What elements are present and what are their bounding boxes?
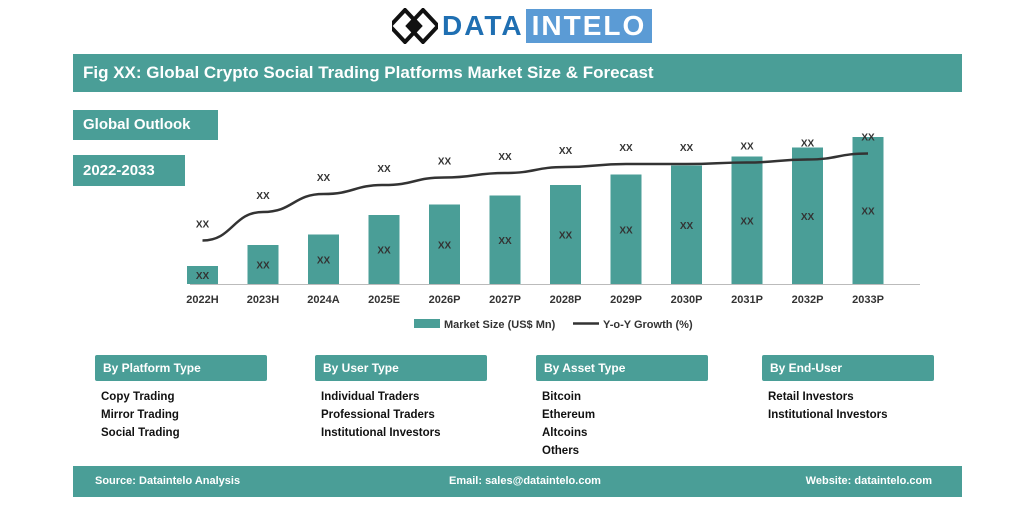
growth-value-label-2031P: XX xyxy=(740,142,754,153)
segment-title-asset-type: By Asset Type xyxy=(536,355,708,381)
market-size-chart: XX 2022H XX XX 2023H XX XX 2024A XX XX 2025E XX XX 20… xyxy=(186,133,920,331)
bar-2028P xyxy=(550,185,581,284)
list-item: Altcoins xyxy=(542,427,588,439)
bar-value-label-2032P: XX xyxy=(801,212,815,223)
bar-value-label-2028P: XX xyxy=(559,231,573,242)
list-item: Ethereum xyxy=(542,409,596,421)
segment-title-user-type: By User Type xyxy=(315,355,487,381)
footer-email: Email: sales@dataintelo.com xyxy=(449,475,601,487)
x-tick-label-2031P: 2031P xyxy=(731,294,763,306)
footer-bar: Source: Dataintelo Analysis Email: sales… xyxy=(73,466,962,497)
growth-value-label-2030P: XX xyxy=(680,143,694,154)
growth-value-label-2033P: XX xyxy=(861,133,875,144)
x-tick-label-2022H: 2022H xyxy=(186,294,218,306)
bar-2024A xyxy=(308,234,339,284)
growth-value-label-2032P: XX xyxy=(801,139,815,150)
brand-logo: DATA INTELO xyxy=(392,8,653,44)
logo-text-data: DATA xyxy=(442,10,524,41)
bar-value-label-2024A: XX xyxy=(317,255,331,266)
legend-swatch-market-size xyxy=(414,319,440,328)
bar-2029P xyxy=(610,174,642,284)
bar-value-label-2029P: XX xyxy=(619,225,633,236)
list-item: Others xyxy=(542,445,580,457)
x-tick-label-2024A: 2024A xyxy=(307,294,339,306)
logo-text-intelo: INTELO xyxy=(525,9,653,43)
figure-title: Fig XX: Global Crypto Social Trading Pla… xyxy=(73,54,962,92)
year-range-tag: 2022-2033 xyxy=(73,155,185,186)
bar-2033P xyxy=(852,137,884,284)
x-tick-label-2026P: 2026P xyxy=(429,294,461,306)
bar-value-label-2023H: XX xyxy=(256,261,270,272)
bar-2031P xyxy=(731,156,763,284)
segment-title-end-user: By End-User xyxy=(762,355,934,381)
list-item: Social Trading xyxy=(101,427,180,439)
list-item: Copy Trading xyxy=(101,391,175,403)
bar-value-label-2031P: XX xyxy=(740,216,754,227)
footer-source: Source: Dataintelo Analysis xyxy=(95,475,241,487)
segment-list-user-type: Individual Traders Professional Traders … xyxy=(321,388,441,442)
x-tick-label-2030P: 2030P xyxy=(671,294,703,306)
bar-2030P xyxy=(671,165,702,284)
legend-label-market-size: Market Size (US$ Mn) xyxy=(444,319,556,331)
bar-2023H xyxy=(247,245,279,284)
bar-value-label-2033P: XX xyxy=(861,207,875,218)
logo-diamond-icon xyxy=(392,8,438,44)
bar-2022H xyxy=(187,266,218,284)
list-item: Mirror Trading xyxy=(101,409,179,421)
list-item: Institutional Investors xyxy=(768,409,888,421)
growth-value-label-2022H: XX xyxy=(196,220,210,231)
global-outlook-tag: Global Outlook xyxy=(73,110,218,140)
list-item: Retail Investors xyxy=(768,391,854,403)
x-tick-label-2029P: 2029P xyxy=(610,294,642,306)
x-tick-label-2033P: 2033P xyxy=(852,294,884,306)
bar-value-label-2027P: XX xyxy=(498,236,512,247)
bar-2025E xyxy=(368,215,400,284)
growth-value-label-2028P: XX xyxy=(559,146,573,157)
bar-value-label-2030P: XX xyxy=(680,221,694,232)
legend-label-growth: Y-o-Y Growth (%) xyxy=(603,319,693,331)
bar-2027P xyxy=(489,195,521,284)
growth-value-label-2027P: XX xyxy=(498,152,512,163)
x-tick-label-2025E: 2025E xyxy=(368,294,400,306)
segment-list-end-user: Retail Investors Institutional Investors xyxy=(768,388,888,424)
x-tick-label-2028P: 2028P xyxy=(550,294,582,306)
bar-value-label-2022H: XX xyxy=(196,271,210,282)
footer-website[interactable]: Website: dataintelo.com xyxy=(805,475,932,487)
x-tick-label-2032P: 2032P xyxy=(792,294,824,306)
x-tick-label-2023H: 2023H xyxy=(247,294,279,306)
bar-2032P xyxy=(792,147,823,284)
segment-list-platform-type: Copy Trading Mirror Trading Social Tradi… xyxy=(101,388,180,442)
bar-2026P xyxy=(429,204,460,284)
bar-value-label-2026P: XX xyxy=(438,240,452,251)
segment-title-platform-type: By Platform Type xyxy=(95,355,267,381)
list-item: Individual Traders xyxy=(321,391,420,403)
segment-list-asset-type: Bitcoin Ethereum Altcoins Others xyxy=(542,388,595,460)
growth-line xyxy=(202,152,869,242)
growth-value-label-2026P: XX xyxy=(438,157,452,168)
list-item: Bitcoin xyxy=(542,391,581,403)
list-item: Institutional Investors xyxy=(321,427,441,439)
list-item: Professional Traders xyxy=(321,409,435,421)
growth-value-label-2024A: XX xyxy=(317,173,331,184)
x-tick-label-2027P: 2027P xyxy=(489,294,521,306)
bar-value-label-2025E: XX xyxy=(377,246,391,257)
growth-value-label-2023H: XX xyxy=(256,191,270,202)
growth-value-label-2029P: XX xyxy=(619,143,633,154)
growth-value-label-2025E: XX xyxy=(377,164,391,175)
